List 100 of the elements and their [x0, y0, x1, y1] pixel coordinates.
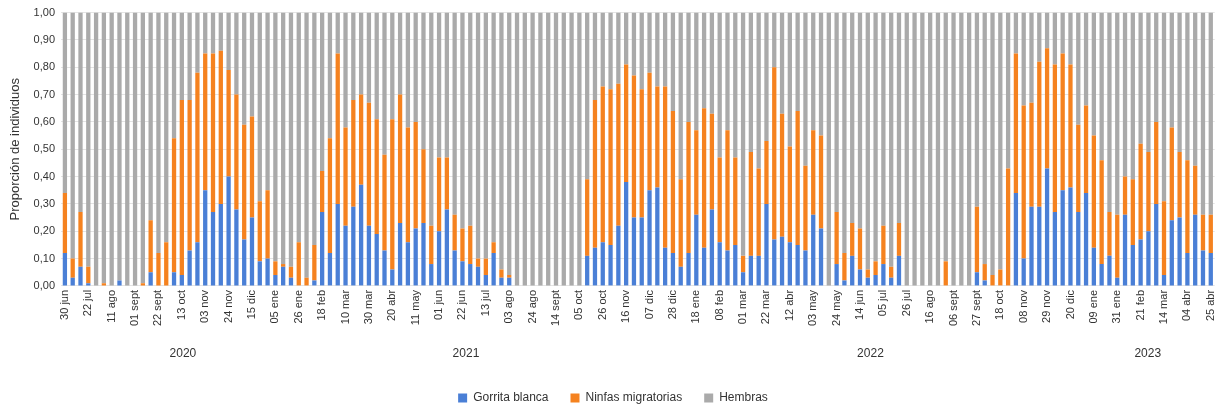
bar: [811, 130, 816, 215]
bar: [904, 12, 909, 286]
bar: [811, 214, 816, 286]
bar: [101, 12, 107, 284]
bar: [1083, 105, 1089, 193]
bar: [358, 94, 364, 185]
bar: [1052, 12, 1058, 65]
bar: [522, 12, 527, 286]
bar: [585, 179, 590, 256]
bar: [179, 100, 184, 275]
bar: [335, 53, 340, 204]
bar: [234, 94, 239, 210]
bar: [662, 86, 668, 248]
bar: [499, 277, 504, 286]
bar: [639, 12, 644, 90]
bar: [320, 171, 325, 213]
bar: [1146, 231, 1151, 286]
x-tick-label: 10 mar: [338, 289, 351, 325]
bar: [203, 190, 208, 286]
bar: [1208, 214, 1213, 254]
bar: [1169, 12, 1174, 128]
bar: [1185, 160, 1190, 254]
bar: [1060, 53, 1065, 191]
bar: [1013, 12, 1019, 54]
bar: [117, 280, 122, 286]
bar: [117, 12, 122, 281]
x-tick-label: 24 may: [829, 289, 842, 326]
x-tick-label: 03 ago: [502, 289, 515, 324]
bar: [514, 12, 520, 286]
x-tick-label: 14 sept: [549, 289, 562, 327]
bar: [242, 124, 247, 240]
bar: [748, 255, 754, 286]
bar: [553, 12, 559, 286]
bar: [608, 244, 613, 286]
bar: [358, 184, 364, 286]
bar: [304, 12, 309, 278]
bar: [444, 12, 450, 158]
x-tick-label: 28 dic: [665, 289, 678, 320]
bar: [1060, 190, 1065, 286]
bar: [421, 12, 426, 150]
y-tick-label: 0,20: [33, 224, 56, 237]
bar: [1037, 61, 1042, 207]
bar: [148, 220, 153, 273]
bar: [436, 12, 442, 158]
bar: [296, 12, 301, 243]
bar: [1185, 253, 1190, 286]
bar: [452, 12, 457, 215]
bar: [1099, 12, 1104, 161]
bar: [171, 12, 177, 139]
bar: [779, 113, 785, 237]
bar: [959, 12, 964, 286]
bar: [538, 12, 543, 286]
bar: [624, 12, 629, 65]
bar: [1146, 12, 1151, 152]
bar: [156, 253, 161, 286]
bar: [592, 100, 598, 248]
bar: [1037, 206, 1042, 286]
bar: [86, 266, 91, 284]
bar: [491, 242, 496, 254]
bar: [405, 127, 411, 243]
x-tick-label: 18 oct: [993, 289, 1006, 320]
bar: [413, 228, 418, 286]
bar: [647, 190, 652, 286]
bar: [343, 127, 348, 226]
x-tick-label: 03 may: [806, 289, 819, 326]
bar: [639, 217, 644, 286]
bar: [351, 206, 356, 286]
bar: [444, 157, 450, 210]
bar: [265, 190, 270, 259]
x-tick-label: 13 jul: [478, 289, 491, 317]
bar: [257, 261, 262, 286]
bar: [312, 280, 317, 286]
bar: [881, 225, 886, 265]
bar: [125, 12, 130, 286]
bar: [1091, 247, 1096, 286]
bar: [686, 253, 691, 286]
bar: [148, 272, 153, 286]
bar: [273, 12, 278, 262]
bar: [265, 12, 270, 191]
bar: [491, 253, 496, 286]
bar: [374, 119, 379, 234]
bar: [1029, 12, 1034, 103]
x-tick-label: 20 dic: [1063, 289, 1076, 320]
bar: [709, 209, 715, 286]
bar: [1115, 214, 1120, 278]
bar: [585, 12, 590, 180]
bar: [226, 12, 231, 70]
bar: [1154, 121, 1159, 204]
bar: [288, 266, 294, 278]
bar: [210, 12, 216, 54]
bar: [1068, 64, 1073, 188]
bar: [842, 253, 847, 281]
bar: [850, 223, 855, 256]
bar: [639, 89, 644, 218]
bar: [273, 274, 278, 286]
bar: [460, 261, 465, 286]
bar: [1021, 12, 1026, 106]
bar: [179, 12, 184, 101]
bar: [257, 12, 262, 202]
bar: [70, 258, 75, 278]
